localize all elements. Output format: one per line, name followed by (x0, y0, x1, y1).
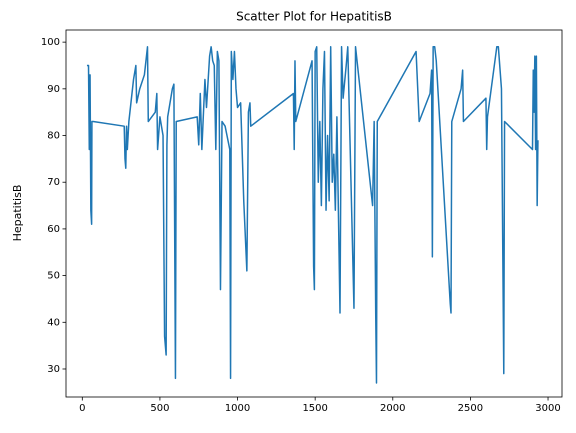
y-tick-label: 100 (41, 37, 60, 48)
y-tick-label: 50 (47, 271, 60, 282)
y-tick-label: 70 (47, 177, 60, 188)
x-tick-label: 0 (79, 403, 85, 414)
y-tick-label: 60 (47, 224, 60, 235)
data-line (86, 46, 539, 384)
y-axis-label: HepatitisB (11, 185, 24, 242)
y-tick-label: 30 (47, 364, 60, 375)
x-tick-label: 3000 (535, 403, 560, 414)
x-tick-label: 500 (150, 403, 169, 414)
x-tick-label: 2500 (458, 403, 483, 414)
x-tick-label: 1000 (225, 403, 250, 414)
plot-frame (65, 29, 563, 398)
x-tick-label: 1500 (302, 403, 327, 414)
x-tick-label: 2000 (380, 403, 405, 414)
y-tick-label: 80 (47, 131, 60, 142)
chart-title: Scatter Plot for HepatitisB (236, 10, 392, 24)
y-tick-label: 90 (47, 84, 60, 95)
y-tick-label: 40 (47, 317, 60, 328)
